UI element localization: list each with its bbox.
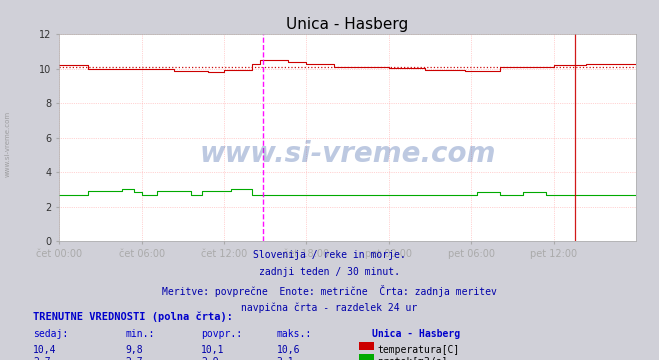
Text: 10,1: 10,1 [201,345,225,355]
Text: TRENUTNE VREDNOSTI (polna črta):: TRENUTNE VREDNOSTI (polna črta): [33,311,233,322]
Text: 9,8: 9,8 [125,345,143,355]
Text: 2,9: 2,9 [201,357,219,360]
Text: temperatura[C]: temperatura[C] [377,345,459,355]
Text: www.si-vreme.com: www.si-vreme.com [5,111,11,177]
Text: zadnji teden / 30 minut.: zadnji teden / 30 minut. [259,267,400,278]
Text: navpična črta - razdelek 24 ur: navpična črta - razdelek 24 ur [241,302,418,312]
Title: Unica - Hasberg: Unica - Hasberg [287,17,409,32]
Text: 3,1: 3,1 [277,357,295,360]
Text: 10,6: 10,6 [277,345,301,355]
Text: min.:: min.: [125,329,155,339]
Text: maks.:: maks.: [277,329,312,339]
Text: Slovenija / reke in morje.: Slovenija / reke in morje. [253,250,406,260]
Text: povpr.:: povpr.: [201,329,242,339]
Text: 10,4: 10,4 [33,345,57,355]
Text: Meritve: povprečne  Enote: metrične  Črta: zadnja meritev: Meritve: povprečne Enote: metrične Črta:… [162,285,497,297]
Text: Unica - Hasberg: Unica - Hasberg [372,329,461,339]
Text: pretok[m3/s]: pretok[m3/s] [377,357,447,360]
Text: 2,7: 2,7 [125,357,143,360]
Text: www.si-vreme.com: www.si-vreme.com [200,140,496,168]
Text: sedaj:: sedaj: [33,329,68,339]
Text: 2,7: 2,7 [33,357,51,360]
